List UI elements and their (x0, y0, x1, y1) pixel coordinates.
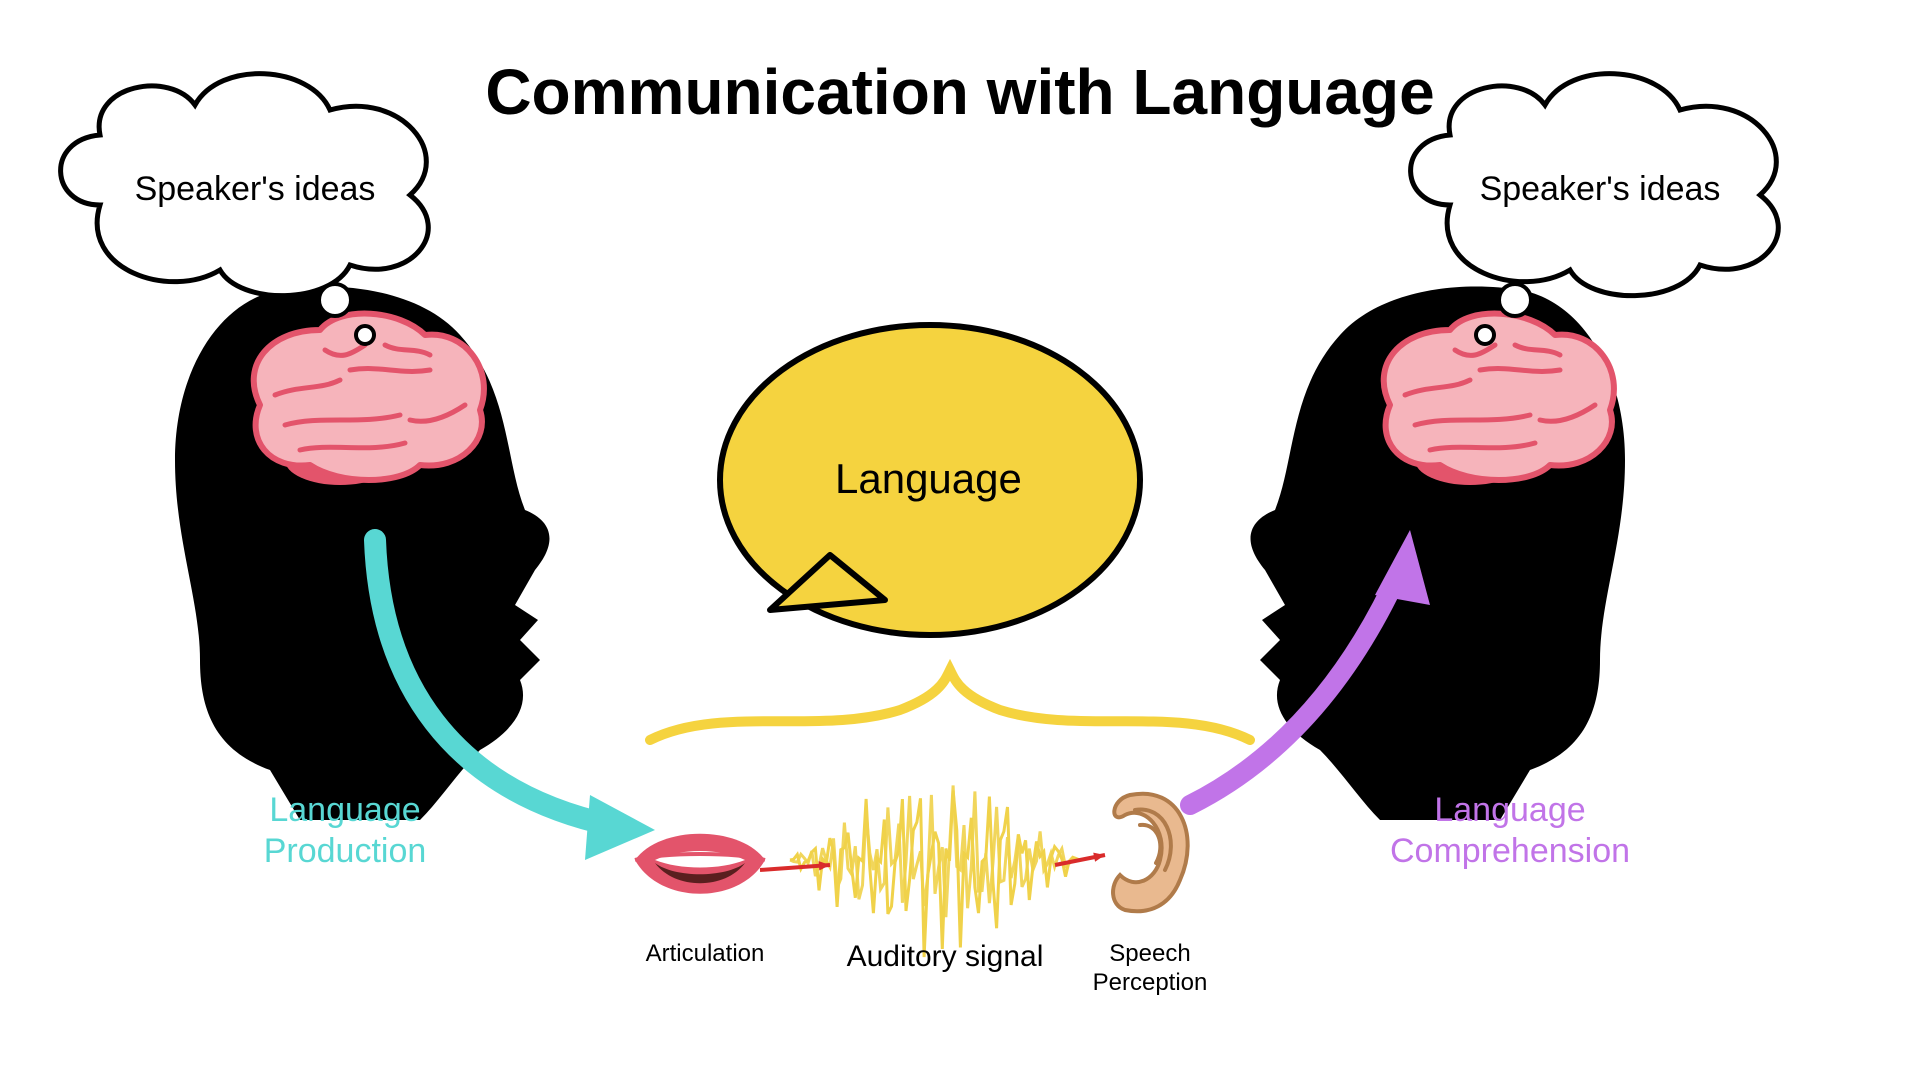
speech-bubble-label: Language (835, 455, 1022, 503)
caption-production: Language Production (230, 790, 460, 872)
diagram-svg (0, 0, 1920, 1080)
caption-comprehension: Language Comprehension (1350, 790, 1670, 872)
thought-right-label: Speaker's ideas (1465, 170, 1735, 209)
label-auditory-signal: Auditory signal (830, 940, 1060, 974)
thought-left-label: Speaker's ideas (120, 170, 390, 209)
label-articulation: Articulation (620, 940, 790, 968)
label-speech-perception: Speech Perception (1075, 940, 1225, 998)
diagram-stage: Communication with Language Language Spe… (0, 0, 1920, 1080)
